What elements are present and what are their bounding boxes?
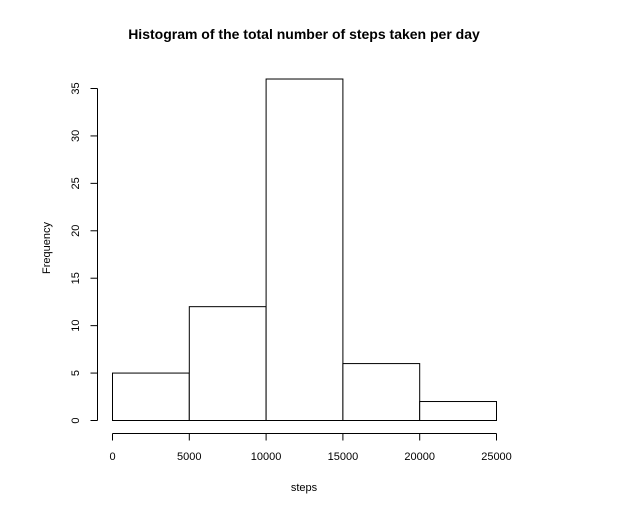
x-tick-label-3: 15000 [328,451,359,463]
histogram-bar-2 [265,78,344,421]
x-tick-label-0: 0 [109,451,115,463]
y-tick-label-0: 0 [70,417,82,423]
x-tick-label-4: 20000 [404,451,435,463]
y-tick-label-6: 30 [70,130,82,142]
y-tick-label-1: 5 [70,370,82,376]
x-axis-label: steps [291,482,318,494]
histogram-bar-4 [419,401,498,421]
y-tick-label-3: 15 [70,272,82,284]
x-axis: 0 5000 10000 15000 20000 25000 [109,433,512,463]
x-tick-label-1: 5000 [177,451,201,463]
histogram-bar-0 [112,372,190,422]
chart-title: Histogram of the total number of steps t… [128,26,480,42]
bars-group [112,78,498,422]
y-axis: 0 5 10 15 20 25 30 35 [70,82,98,424]
x-tick-label-2: 10000 [251,451,282,463]
y-tick-label-5: 25 [70,177,82,189]
histogram-bar-3 [342,363,421,422]
y-tick-label-4: 20 [70,225,82,237]
histogram-bar-1 [188,306,267,421]
y-tick-label-7: 35 [70,82,82,94]
y-tick-label-2: 10 [70,320,82,332]
x-tick-label-5: 25000 [481,451,512,463]
y-axis-label: Frequency [41,222,53,274]
